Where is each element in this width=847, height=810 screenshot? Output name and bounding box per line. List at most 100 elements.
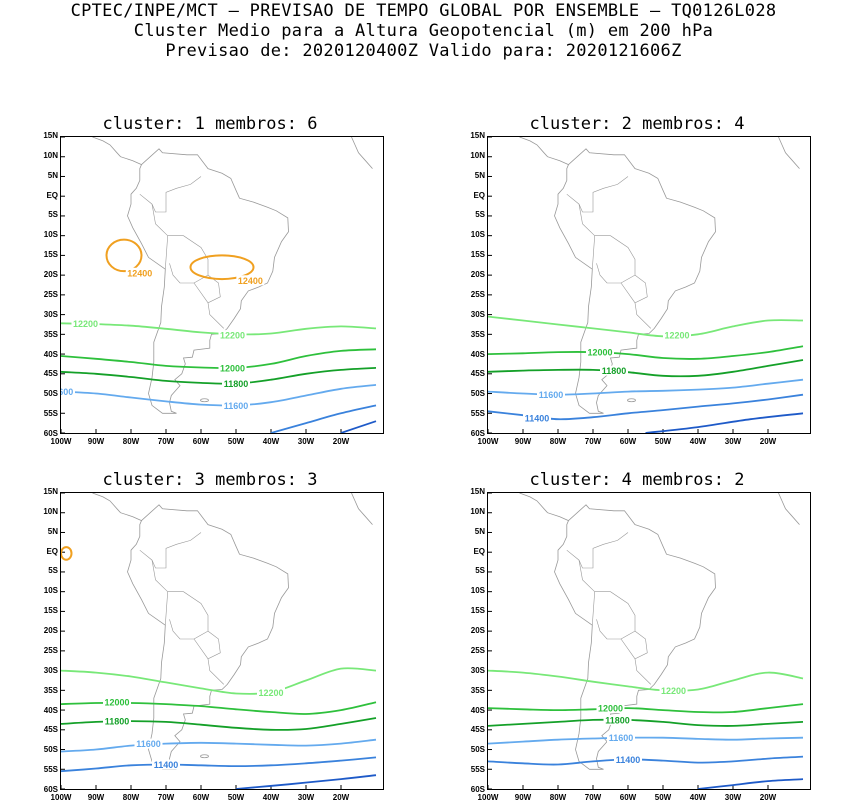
lon-label: 20W (332, 437, 350, 446)
lon-label: 60W (619, 793, 637, 802)
lat-label: 25S (43, 289, 58, 299)
contour-label-bg (600, 365, 628, 376)
lat-label: 60S (470, 785, 485, 794)
lat-label: 45S (470, 369, 485, 379)
lat-label: 25S (43, 645, 58, 655)
lat-label: 60S (470, 429, 485, 438)
contour-label-bg (659, 685, 688, 696)
lat-label: 15N (470, 487, 485, 496)
panel-title: cluster: 1 membros: 6 (102, 114, 318, 134)
country-border (620, 282, 636, 303)
lat-label: 10N (470, 506, 485, 516)
contour-label: 12200 (664, 331, 689, 341)
lat-label: 60S (43, 429, 58, 438)
contour-label: 12200 (73, 319, 98, 329)
lon-label: 60W (192, 793, 210, 802)
lat-label: 10N (43, 150, 58, 160)
lon-label: 40W (262, 793, 280, 802)
contour-11600 (61, 384, 377, 407)
lat-label: 5N (47, 526, 58, 536)
contour-label: 11800 (105, 717, 130, 727)
africa-coast (351, 137, 373, 169)
contour-label: 12000 (587, 348, 612, 358)
lon-label: 60W (619, 437, 637, 446)
lat-label: 45S (43, 369, 58, 379)
lat-label: 25S (470, 289, 485, 299)
lon-label: 90W (514, 437, 532, 446)
map-svg: 12400 12400 12200 12200 12000 11800 11600 11600 (61, 137, 377, 433)
lat-label: 50S (43, 745, 58, 755)
lat-label: 15S (470, 250, 485, 260)
country-border (139, 532, 202, 569)
contour-label-bg (603, 714, 632, 725)
lon-label: 90W (514, 793, 532, 802)
contour-11400 (61, 756, 377, 773)
contour-label-bg (663, 330, 691, 341)
contour-label-bg (236, 275, 265, 286)
contour-12000 (488, 345, 804, 360)
lat-label: 10S (43, 230, 58, 240)
contour-label: 11800 (605, 715, 630, 725)
contour-label: 11600 (224, 401, 249, 411)
contour-label-bg (607, 732, 635, 743)
lon-label: 70W (584, 793, 602, 802)
lat-label: 10S (470, 230, 485, 240)
lon-label: 90W (87, 793, 105, 802)
lon-label: 40W (689, 437, 707, 446)
contour-12200 (61, 667, 377, 695)
map-frame: 12400 12400 12200 12200 12000 11800 11600 11600 (60, 136, 384, 434)
lat-label: 40S (470, 349, 485, 359)
contour-label-bg (222, 378, 250, 389)
lat-label: 5N (47, 170, 58, 180)
lat-label: EQ (46, 190, 58, 200)
map-frame: 12200 12000 11800 11600 11400 (60, 492, 384, 790)
lat-label: 45S (470, 725, 485, 735)
contour-label-bg (257, 687, 285, 698)
contour-label-bg (103, 697, 131, 708)
contour-label: 11600 (136, 739, 161, 749)
map-frame: 12200 12000 11800 11600 11400 (487, 136, 811, 434)
lat-label: 50S (470, 745, 485, 755)
falkland-islands (627, 398, 636, 403)
lon-label: 20W (332, 793, 350, 802)
lat-label: 15N (43, 487, 58, 496)
contour-12400 (189, 254, 255, 281)
contour-11600 (488, 378, 804, 396)
lat-label: 30S (43, 665, 58, 675)
lon-label: 30W (724, 793, 742, 802)
contour-11200 (340, 420, 377, 433)
lat-label: 5N (474, 170, 485, 180)
country-border (634, 630, 652, 685)
contour-label: 11400 (154, 760, 179, 770)
lat-label: 35S (43, 329, 58, 339)
contour-12200 (488, 669, 804, 692)
lon-label: 100W (50, 437, 72, 446)
contour-11600 (488, 736, 804, 745)
country-border (578, 560, 596, 626)
contour-label-bg (523, 413, 551, 424)
country-border (207, 630, 225, 685)
lon-label: 70W (157, 793, 175, 802)
lat-label: 20S (470, 626, 485, 636)
lon-label: 50W (227, 437, 245, 446)
lon-label: 80W (549, 437, 567, 446)
lat-label: 35S (470, 329, 485, 339)
cluster-panel-1: cluster: 1 membros: 6 12400 12400 12200 122… (0, 114, 420, 454)
contour-11800 (488, 359, 804, 378)
central-america-coast (92, 137, 142, 165)
lon-label: 70W (157, 437, 175, 446)
contour-label: 11600 (61, 387, 73, 397)
contour-12400 (61, 546, 73, 561)
lon-label: 30W (297, 793, 315, 802)
contour-label: 12200 (220, 331, 245, 341)
contour-11200 (645, 412, 804, 433)
lat-label: 5S (475, 210, 485, 220)
contour-11600 (61, 738, 377, 753)
lat-label: 20S (43, 626, 58, 636)
contour-label-bg (537, 389, 565, 400)
lon-label: 50W (227, 793, 245, 802)
lat-label: 45S (43, 725, 58, 735)
lat-label: 20S (43, 270, 58, 280)
central-america-coast (519, 137, 569, 165)
